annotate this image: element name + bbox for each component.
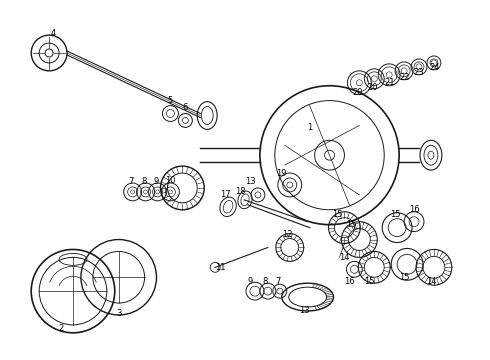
Text: 24: 24 [430, 63, 440, 72]
Text: 5: 5 [168, 96, 173, 105]
Text: 3: 3 [116, 310, 122, 319]
Text: 1: 1 [307, 123, 312, 132]
Text: 17: 17 [220, 190, 230, 199]
Text: 7: 7 [275, 277, 280, 286]
Text: 7: 7 [128, 177, 133, 186]
Text: 15: 15 [332, 210, 343, 219]
Text: 21: 21 [384, 78, 394, 87]
Text: 23: 23 [414, 68, 424, 77]
Text: 14: 14 [426, 277, 436, 286]
Text: 13: 13 [299, 306, 310, 315]
Text: 2: 2 [58, 324, 64, 333]
Text: 10: 10 [165, 176, 176, 185]
Text: 15: 15 [364, 277, 374, 286]
Text: 9: 9 [154, 177, 159, 186]
Text: 15: 15 [346, 220, 357, 229]
Text: 22: 22 [400, 73, 410, 82]
Text: 12: 12 [283, 230, 293, 239]
Text: 16: 16 [409, 205, 419, 214]
Text: 18: 18 [235, 188, 245, 197]
Text: 15: 15 [399, 273, 409, 282]
Text: 4: 4 [50, 29, 56, 38]
Text: 19: 19 [276, 168, 287, 177]
Text: 8: 8 [141, 177, 147, 186]
Text: 13: 13 [245, 177, 255, 186]
Text: 9: 9 [247, 277, 253, 286]
Text: 14: 14 [339, 253, 350, 262]
Text: 15: 15 [390, 210, 400, 219]
Text: 6: 6 [183, 103, 188, 112]
Text: 8: 8 [262, 277, 268, 286]
Text: 16: 16 [344, 277, 355, 286]
Text: 20: 20 [352, 88, 363, 97]
Text: 20: 20 [367, 83, 377, 92]
Text: 11: 11 [215, 263, 225, 272]
